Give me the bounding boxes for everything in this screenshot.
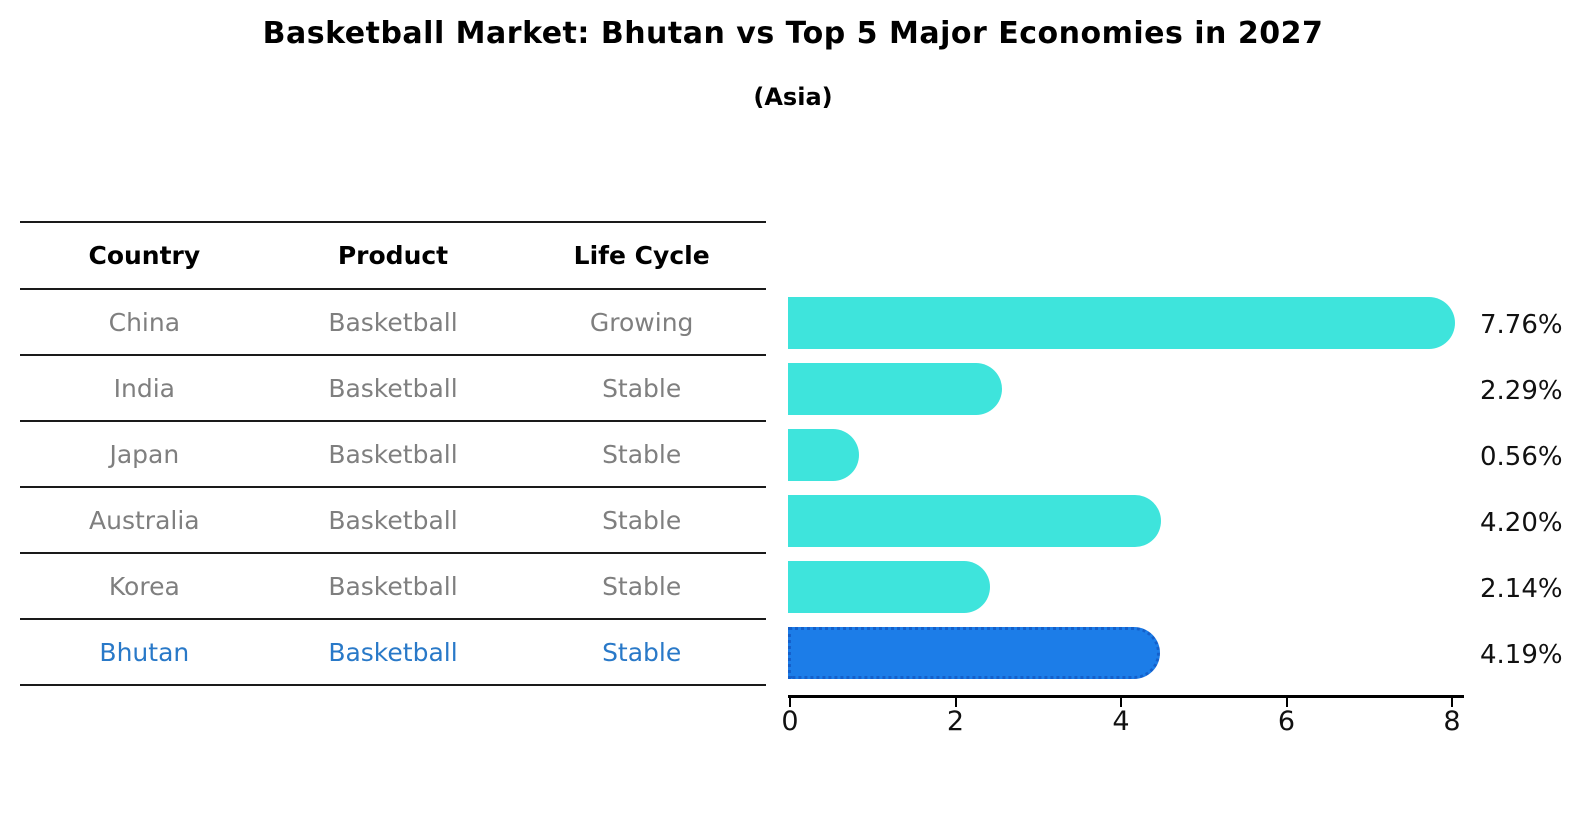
cell-product: Basketball — [328, 571, 458, 601]
bar-row-korea — [788, 554, 1488, 620]
value-label-india: 2.29% — [1480, 376, 1563, 406]
chart-title: Basketball Market: Bhutan vs Top 5 Major… — [262, 16, 1324, 51]
cell-country: Japan — [109, 439, 180, 469]
cell-country: Korea — [108, 571, 180, 601]
bar-australia — [788, 495, 1161, 547]
chart-subtitle: (Asia) — [753, 83, 833, 111]
value-label-japan: 0.56% — [1480, 442, 1563, 472]
bar-row-india — [788, 356, 1488, 422]
x-tick-label-0: 0 — [781, 706, 799, 737]
bar-row-china — [788, 290, 1488, 356]
table-row-australia: Australia Basketball Stable — [20, 488, 766, 554]
bar-value-labels: 7.76% 2.29% 0.56% 4.20% 2.14% 4.19% — [1480, 290, 1586, 686]
cell-country: China — [108, 307, 181, 337]
table-row-korea: Korea Basketball Stable — [20, 554, 766, 620]
cell-product: Basketball — [328, 439, 458, 469]
cell-life-cycle: Stable — [602, 439, 682, 469]
bar-japan — [788, 429, 859, 481]
bar-row-bhutan — [788, 620, 1488, 686]
table-row-china: China Basketball Growing — [20, 290, 766, 356]
column-header-life-cycle: Life Cycle — [573, 241, 710, 270]
highlight-bar-bhutan — [788, 627, 1160, 679]
table-row-india: India Basketball Stable — [20, 356, 766, 422]
x-tick-label-2: 2 — [946, 706, 965, 737]
bar-china — [788, 297, 1455, 349]
cell-life-cycle: Stable — [602, 505, 682, 535]
x-tick-mark-4 — [1120, 698, 1122, 707]
cell-life-cycle: Growing — [589, 307, 694, 337]
table-body: China Basketball Growing India Basketball Sta… — [20, 290, 766, 686]
value-label-korea: 2.14% — [1480, 574, 1563, 604]
cell-country: Australia — [89, 505, 200, 535]
bar-row-japan — [788, 422, 1488, 488]
cell-product: Basketball — [328, 373, 458, 403]
x-tick-mark-2 — [954, 698, 957, 707]
x-tick-mark-0 — [789, 698, 791, 707]
bar-row-australia — [788, 488, 1488, 554]
cell-life-cycle: Stable — [602, 637, 682, 667]
x-tick-mark-6 — [1285, 698, 1288, 707]
cell-country: India — [113, 373, 175, 403]
value-label-bhutan: 4.19% — [1480, 640, 1563, 670]
x-tick-label-4: 4 — [1112, 706, 1130, 737]
cell-country: Bhutan — [99, 637, 190, 667]
x-tick-mark-8 — [1451, 698, 1453, 707]
bar-korea — [788, 561, 990, 613]
table-row-japan: Japan Basketball Stable — [20, 422, 766, 488]
cell-product: Basketball — [328, 307, 458, 337]
column-header-country: Country — [88, 241, 201, 270]
country-table: Country Product Life Cycle China Basketba… — [20, 221, 766, 686]
table-row-bhutan: Bhutan Basketball Stable — [20, 620, 766, 686]
cell-product: Basketball — [328, 637, 458, 667]
x-axis-line — [788, 695, 1464, 698]
cell-life-cycle: Stable — [602, 373, 682, 403]
table-header-row: Country Product Life Cycle — [20, 223, 766, 290]
cell-life-cycle: Stable — [602, 571, 682, 601]
column-header-product: Product — [337, 241, 449, 270]
bar-plot-area — [788, 290, 1488, 686]
x-tick-label-6: 6 — [1277, 706, 1296, 737]
bar-india — [788, 363, 1002, 415]
value-label-china: 7.76% — [1480, 310, 1563, 340]
value-label-australia: 4.20% — [1480, 508, 1563, 538]
x-tick-label-8: 8 — [1443, 706, 1461, 737]
cell-product: Basketball — [328, 505, 458, 535]
